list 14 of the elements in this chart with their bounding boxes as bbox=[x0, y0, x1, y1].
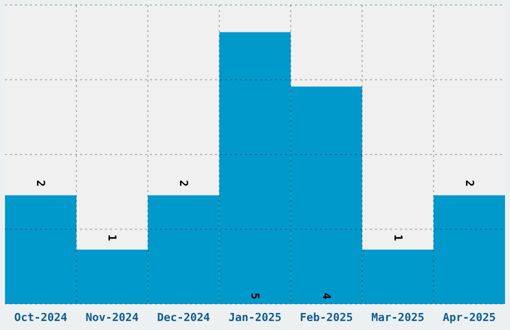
x-tick-label: Nov-2024 bbox=[86, 311, 140, 324]
data-label: 4 bbox=[320, 292, 333, 300]
data-label: 1 bbox=[106, 234, 119, 242]
x-tick-label: Apr-2025 bbox=[442, 311, 496, 324]
x-tick-label: Mar-2025 bbox=[371, 311, 424, 324]
data-label: 2 bbox=[177, 180, 190, 187]
data-label: 2 bbox=[462, 180, 476, 187]
data-label: 5 bbox=[248, 292, 262, 300]
x-tick-label: Oct-2024 bbox=[14, 311, 68, 324]
x-tick-label: Dec-2024 bbox=[157, 311, 210, 324]
data-label: 2 bbox=[34, 180, 48, 187]
data-label: 1 bbox=[391, 234, 404, 242]
x-tick-label: Jan-2025 bbox=[228, 311, 282, 324]
x-tick-label: Feb-2025 bbox=[300, 311, 353, 324]
